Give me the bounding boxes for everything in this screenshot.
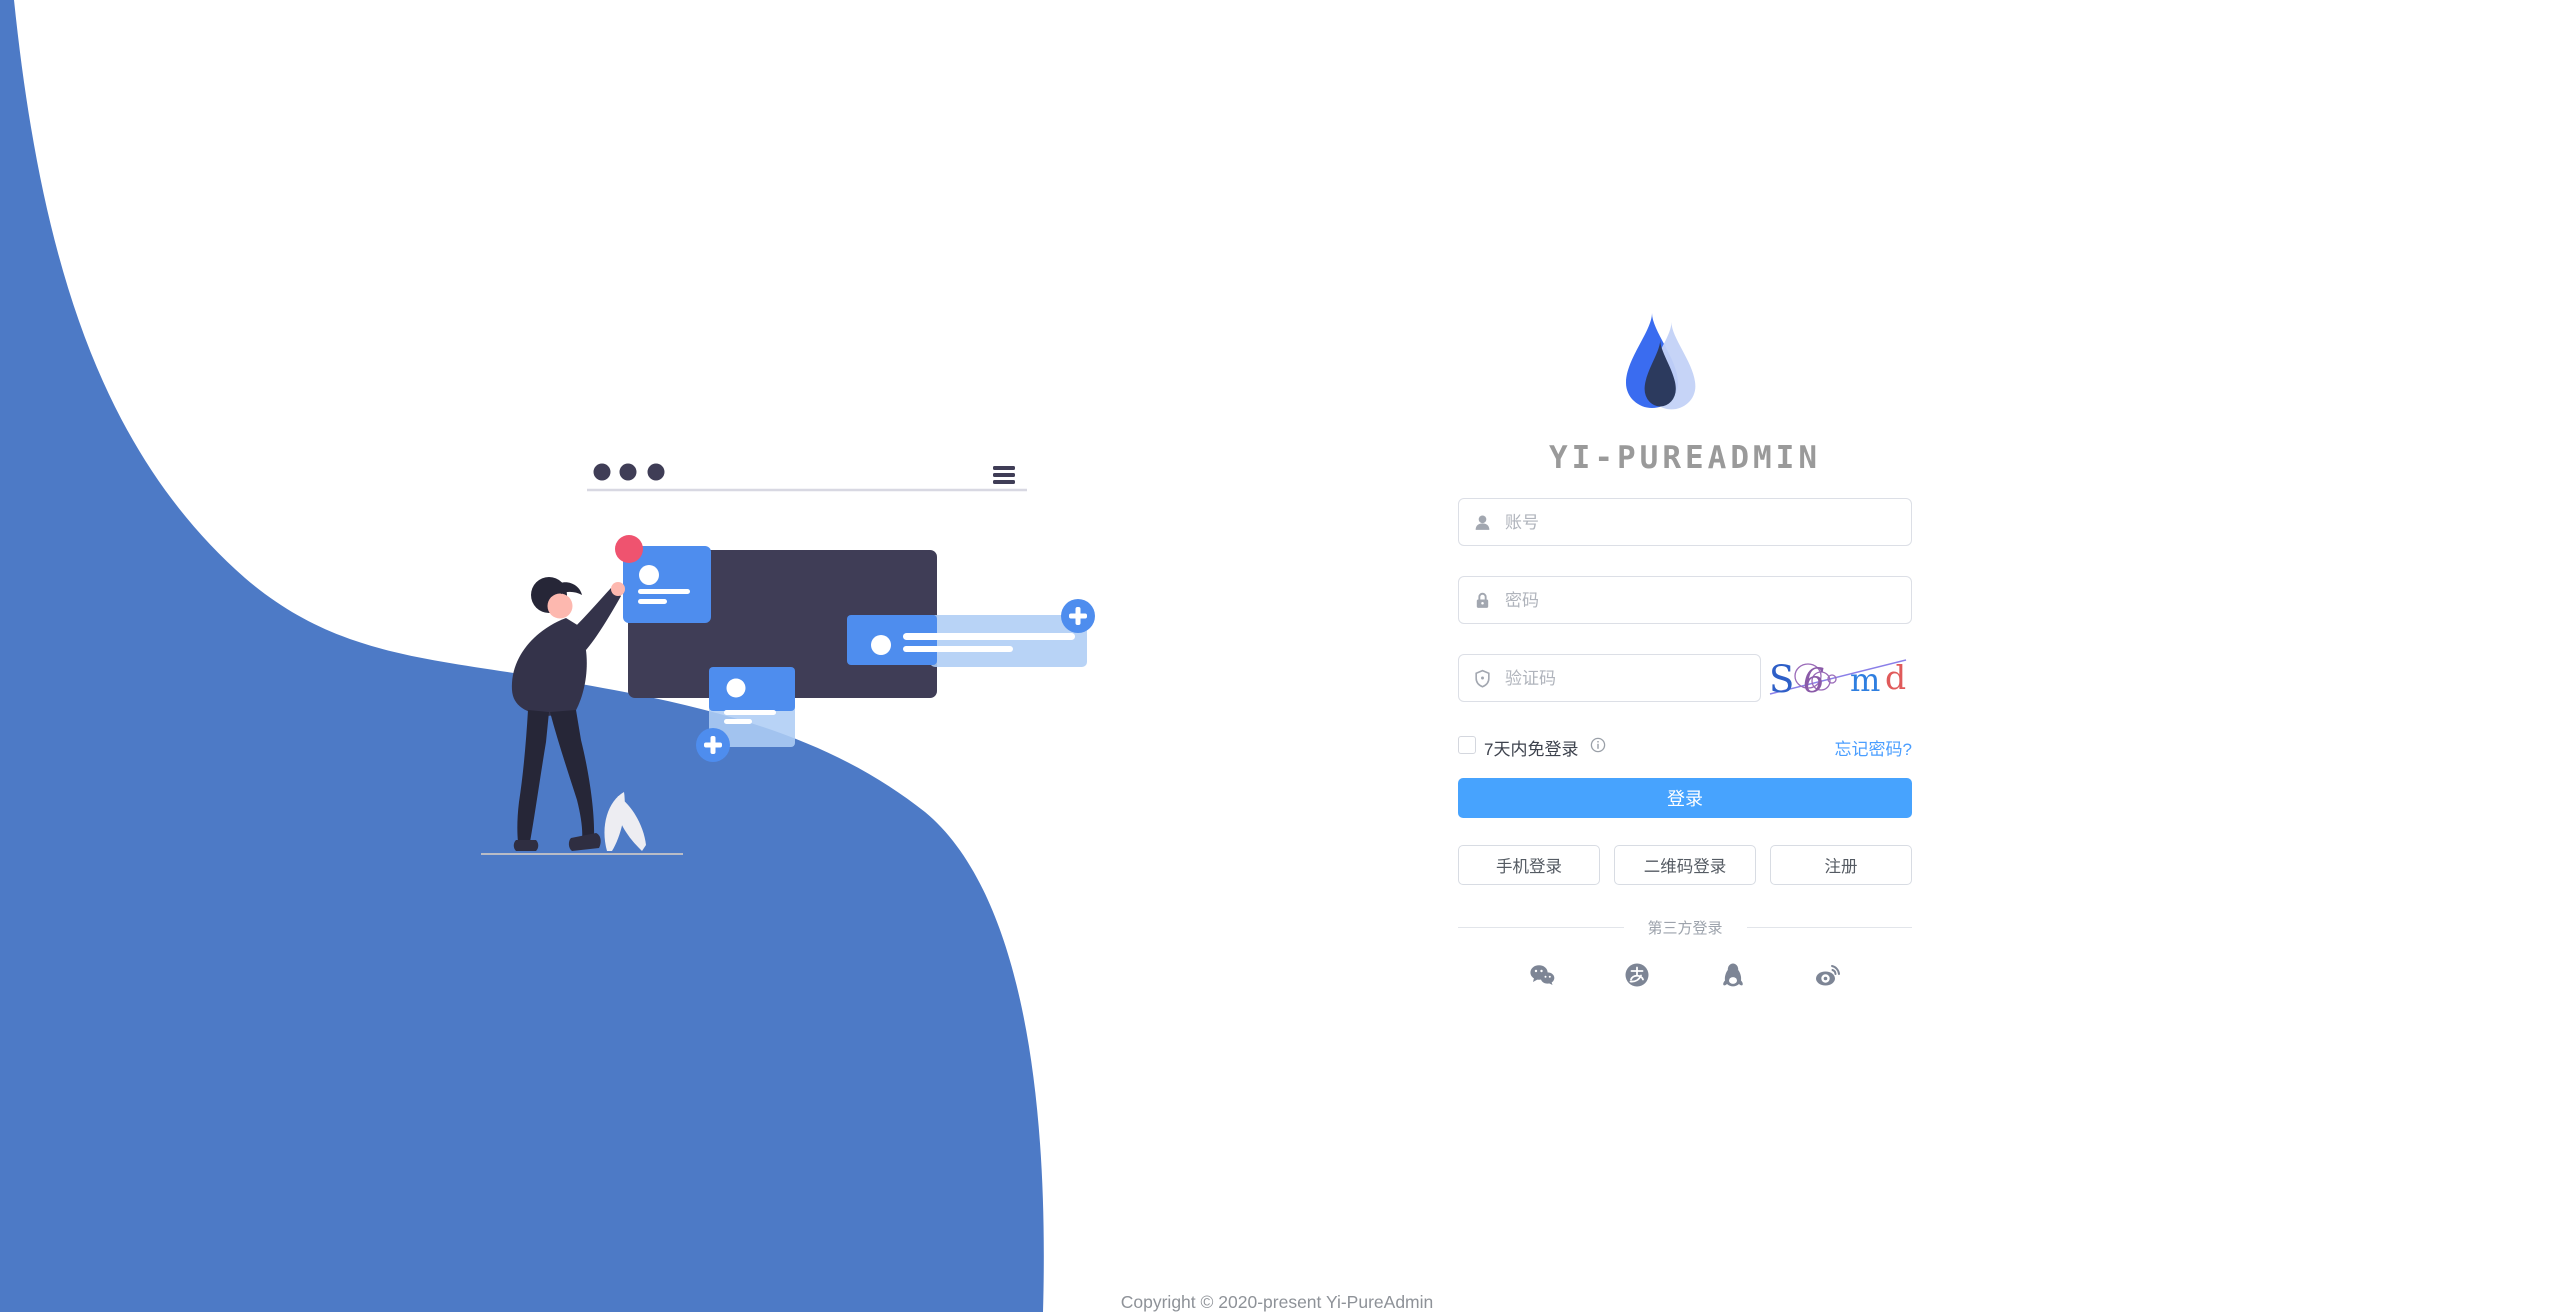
- password-input[interactable]: [1503, 577, 1905, 625]
- illustration-red-dot: [615, 535, 643, 563]
- login-button[interactable]: 登录: [1458, 778, 1912, 818]
- account-input[interactable]: [1503, 499, 1905, 547]
- divider-line: [1458, 926, 1624, 928]
- weibo-icon[interactable]: [1814, 961, 1842, 989]
- illustration-card-top: [623, 546, 711, 623]
- captcha-char: m: [1850, 661, 1880, 699]
- forgot-password-link[interactable]: 忘记密码?: [1834, 740, 1912, 759]
- remember-label: 7天内免登录: [1484, 740, 1579, 759]
- phone-login-button[interactable]: 手机登录: [1458, 845, 1600, 885]
- register-button[interactable]: 注册: [1770, 845, 1912, 885]
- illustration-window-bar: [587, 463, 1027, 492]
- illustration-row-card: [847, 599, 1095, 667]
- divider-label: 第三方登录: [1647, 919, 1723, 937]
- wechat-icon[interactable]: [1528, 961, 1556, 989]
- user-icon: [1473, 513, 1492, 532]
- copyright-text: Copyright © 2020-present Yi-PureAdmin: [1120, 1292, 1434, 1312]
- qrcode-login-button[interactable]: 二维码登录: [1614, 845, 1756, 885]
- qq-icon[interactable]: [1719, 961, 1747, 989]
- plus-icon: [1061, 599, 1095, 633]
- captcha-input[interactable]: [1503, 655, 1754, 703]
- info-icon[interactable]: [1590, 737, 1606, 753]
- alipay-icon[interactable]: [1623, 961, 1651, 989]
- water-drop-logo: [1626, 313, 1696, 410]
- captcha-image[interactable]: S 6 m d: [1766, 654, 1912, 702]
- illustration-leaf: [604, 792, 646, 851]
- oauth-row: [1458, 961, 1912, 989]
- password-field: [1458, 576, 1912, 625]
- options-row: 7天内免登录 忘记密码?: [1458, 734, 1912, 759]
- account-field: [1458, 498, 1912, 547]
- illustration-person: [511, 577, 625, 851]
- captcha-field: [1458, 654, 1761, 703]
- plus-icon: [696, 728, 730, 762]
- alt-login-row: 手机登录 二维码登录 注册: [1458, 845, 1912, 885]
- captcha-char: S: [1769, 658, 1794, 701]
- blue-wave-shape: [0, 0, 1044, 1312]
- illustration-small-card: [696, 667, 795, 762]
- menu-icon: [993, 466, 1015, 484]
- topbar: A: [1994, 0, 2554, 70]
- lock-icon: [1473, 591, 1492, 610]
- captcha-char: d: [1885, 658, 1906, 697]
- third-party-divider: 第三方登录: [1458, 918, 1913, 937]
- remember-checkbox[interactable]: [1458, 736, 1476, 754]
- login-panel: YI-PUREADMIN: [1458, 312, 1913, 1012]
- brand-title: YI-PUREADMIN: [1549, 440, 1821, 476]
- shield-icon: [1473, 669, 1492, 688]
- captcha-char: 6: [1803, 661, 1825, 701]
- divider-line: [1746, 926, 1913, 928]
